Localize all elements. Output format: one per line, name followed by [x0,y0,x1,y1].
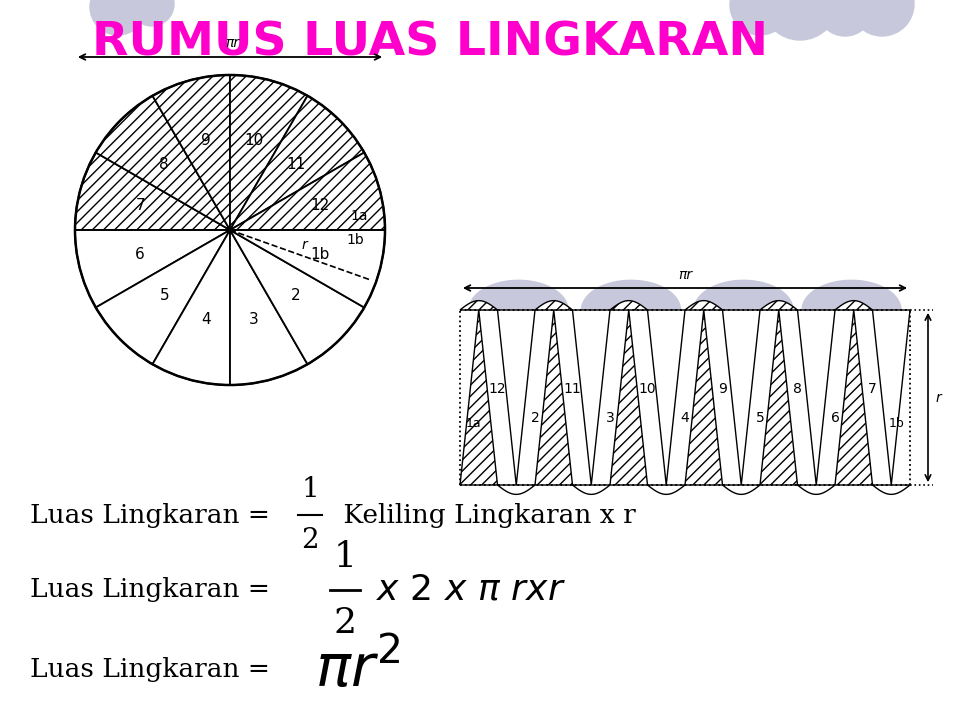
Polygon shape [535,310,572,485]
Wedge shape [96,96,230,230]
Polygon shape [723,485,760,495]
Polygon shape [685,310,723,485]
Text: 3: 3 [250,312,259,328]
Text: 1b: 1b [347,233,364,247]
Polygon shape [835,301,873,310]
Text: 5: 5 [159,288,169,303]
Wedge shape [153,230,230,385]
Text: 2: 2 [531,412,540,426]
Polygon shape [572,485,610,495]
Polygon shape [873,310,910,485]
Text: 4: 4 [681,412,689,426]
Text: Luas Lingkaran =: Luas Lingkaran = [30,503,278,528]
Text: RUMUS LUAS LINGKARAN: RUMUS LUAS LINGKARAN [92,20,768,65]
Text: 11: 11 [564,382,582,396]
Text: 1: 1 [333,540,356,574]
Wedge shape [230,230,307,385]
Text: 6: 6 [830,412,839,426]
Text: 10: 10 [638,382,657,396]
Text: 7: 7 [868,382,876,396]
Wedge shape [230,96,364,230]
Text: 9: 9 [718,382,727,396]
Polygon shape [460,301,497,310]
Polygon shape [760,310,798,485]
Wedge shape [230,230,364,364]
Circle shape [90,0,146,35]
Text: 9: 9 [201,132,211,148]
Text: 2: 2 [301,527,319,554]
Polygon shape [610,301,647,310]
Text: 1: 1 [301,476,319,503]
Text: r: r [936,390,942,405]
Text: 1b: 1b [310,246,329,261]
Text: 1b: 1b [888,418,904,431]
Polygon shape [798,310,835,485]
Wedge shape [230,153,385,230]
Circle shape [817,0,873,36]
Circle shape [762,0,838,40]
Text: $x\ 2\ x\ \pi\ rxr$: $x\ 2\ x\ \pi\ rxr$ [365,573,565,607]
Polygon shape [802,280,901,310]
Text: πr: πr [225,36,239,50]
Polygon shape [647,310,685,485]
Wedge shape [230,230,385,307]
Polygon shape [535,301,572,310]
Circle shape [730,0,790,35]
Text: 8: 8 [793,382,802,396]
Wedge shape [230,75,307,230]
Text: 12: 12 [489,382,506,396]
Text: 5: 5 [756,412,764,426]
Polygon shape [873,485,910,495]
Text: Keliling Lingkaran x r: Keliling Lingkaran x r [335,503,636,528]
Text: 8: 8 [159,157,169,172]
Polygon shape [694,280,793,310]
Polygon shape [497,310,535,485]
Circle shape [130,0,174,26]
Polygon shape [582,280,681,310]
Text: Luas Lingkaran =: Luas Lingkaran = [30,577,278,603]
Polygon shape [760,301,798,310]
Polygon shape [723,310,760,485]
Text: Luas Lingkaran =: Luas Lingkaran = [30,657,278,683]
Text: 1a: 1a [466,418,482,431]
Text: 12: 12 [310,199,329,213]
Wedge shape [75,153,230,230]
Polygon shape [798,485,835,495]
Text: πr: πr [678,268,692,282]
Polygon shape [460,310,497,485]
Text: 7: 7 [135,199,145,213]
Polygon shape [835,310,873,485]
Polygon shape [497,485,535,495]
Polygon shape [685,301,723,310]
Circle shape [850,0,914,36]
Text: 10: 10 [245,132,264,148]
Polygon shape [572,310,610,485]
Text: 1a: 1a [351,209,369,223]
Polygon shape [610,310,647,485]
Wedge shape [75,230,230,307]
Text: 6: 6 [135,246,145,261]
Text: 11: 11 [286,157,305,172]
Text: 4: 4 [201,312,211,328]
Text: 2: 2 [291,288,300,303]
Wedge shape [153,75,230,230]
Text: r: r [301,238,307,252]
Polygon shape [647,485,685,495]
Text: 2: 2 [333,606,356,640]
Text: $\pi r^{2}$: $\pi r^{2}$ [315,641,400,699]
Text: 3: 3 [606,412,614,426]
Polygon shape [469,280,568,310]
Wedge shape [96,230,230,364]
